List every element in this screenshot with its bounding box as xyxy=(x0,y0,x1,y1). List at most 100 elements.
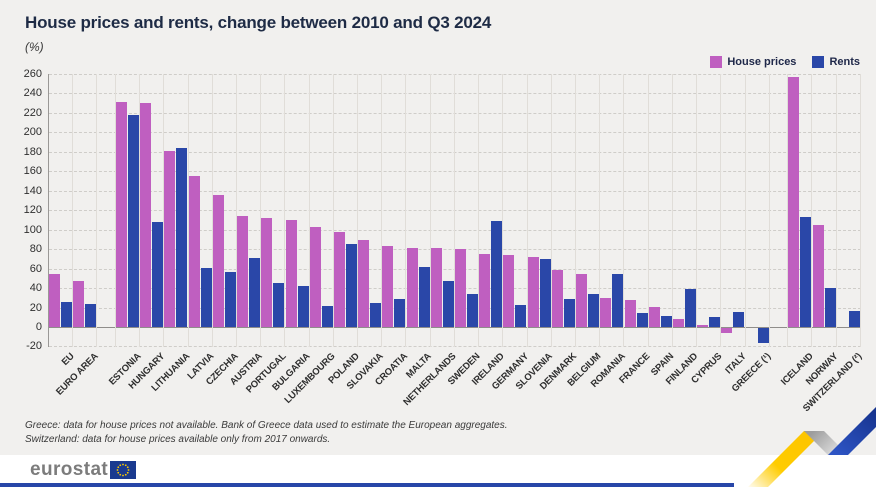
bar-rents xyxy=(848,311,860,327)
eu-flag-icon xyxy=(110,461,137,479)
y-tick-label: 220 xyxy=(23,106,42,119)
bar-rents xyxy=(418,266,430,327)
legend: House prices Rents xyxy=(710,56,860,68)
gridlines xyxy=(49,74,861,348)
bar-group-sweden: SWEDEN xyxy=(446,74,482,387)
bar-group-latvia: LATVIA xyxy=(185,74,216,382)
bar-group-czechia: CZECHIA xyxy=(203,74,240,388)
footnote-greece: Greece: data for house prices not availa… xyxy=(25,420,508,431)
bar-rents xyxy=(345,244,357,327)
bar-house_prices xyxy=(479,254,491,327)
y-tick-label: 100 xyxy=(23,223,42,236)
bar-groups: EU EURO AREA ESTONIA HUNGARY LITHUANIA LATVIA… xyxy=(49,74,864,414)
bar-group-greece: GREECE (¹) xyxy=(730,74,773,394)
gridline xyxy=(49,151,861,153)
bar-rents xyxy=(491,220,503,327)
bar-rents xyxy=(588,293,600,327)
bar-rents xyxy=(515,304,527,327)
bar-house_prices xyxy=(49,274,61,327)
y-tick-label: 240 xyxy=(23,87,42,100)
y-tick-label: 60 xyxy=(29,262,42,275)
bar-rents xyxy=(800,217,812,327)
bar-group-bulgaria: BULGARIA xyxy=(271,74,313,393)
bar-house_prices xyxy=(212,194,224,327)
footer: eurostat xyxy=(0,455,876,487)
bar-group-hungary: HUNGARY xyxy=(127,74,167,392)
bar-house_prices xyxy=(261,218,273,327)
gridline xyxy=(49,346,861,348)
bar-group-slovenia: SLOVENIA xyxy=(514,74,555,392)
bar-rents xyxy=(685,289,696,327)
bar-rents xyxy=(176,147,188,327)
bar-group-france: FRANCE xyxy=(617,74,652,386)
bar-rents xyxy=(249,257,261,327)
y-tick-label: 160 xyxy=(23,165,42,178)
footnotes: Greece: data for house prices not availa… xyxy=(25,419,508,447)
legend-label-rents: Rents xyxy=(829,56,860,68)
bar-rents xyxy=(61,301,73,327)
bar-house_prices xyxy=(503,254,515,327)
chart-unit-label: (%) xyxy=(25,40,44,54)
chart-title: House prices and rents, change between 2… xyxy=(25,13,492,32)
bar-group-romania: ROMANIA xyxy=(589,74,628,390)
bar-rents xyxy=(467,293,479,327)
gridline xyxy=(49,229,861,231)
bar-group-iceland: ICELAND xyxy=(779,74,816,388)
bar-rents xyxy=(127,114,139,327)
bar-group-lithuania: LITHUANIA xyxy=(149,74,192,394)
bar-rents xyxy=(85,303,97,327)
bar-house_prices xyxy=(188,176,200,327)
bar-rents xyxy=(152,221,164,327)
gridline xyxy=(49,268,861,270)
gridline xyxy=(49,190,861,192)
bar-house_prices xyxy=(430,248,442,327)
bar-house_prices xyxy=(237,216,249,327)
bar-house_prices xyxy=(406,248,418,327)
bar-rents xyxy=(757,328,769,343)
bar-group-spain: SPAIN xyxy=(648,74,676,378)
bar-house_prices xyxy=(527,256,539,327)
y-tick-label: 80 xyxy=(29,243,42,256)
bar-rents xyxy=(612,274,624,327)
y-tick-label: 180 xyxy=(23,145,42,158)
bar-rents xyxy=(394,298,406,327)
bar-rents xyxy=(636,313,648,327)
y-tick-label: 0 xyxy=(35,321,42,333)
bar-group-germany: GERMANY xyxy=(490,74,531,392)
gridline xyxy=(49,112,861,114)
gridline xyxy=(49,93,861,95)
bar-group-italy: ITALY xyxy=(721,74,749,376)
plot-area: EU EURO AREA ESTONIA HUNGARY LITHUANIA LATVIA… xyxy=(48,74,864,414)
zigzag-arrow-graphic xyxy=(748,407,876,487)
rents-swatch-icon xyxy=(812,56,825,68)
bar-group-belgium: BELGIUM xyxy=(566,74,603,389)
y-tick-label: 140 xyxy=(23,184,42,197)
x-axis-label: EU xyxy=(59,351,77,368)
bar-rents xyxy=(321,305,333,327)
bar-house_prices xyxy=(382,246,394,327)
bar-group-austria: AUSTRIA xyxy=(228,74,264,388)
bar-group-estonia: ESTONIA xyxy=(107,74,143,388)
gridline xyxy=(49,288,861,290)
bar-rents xyxy=(563,298,575,327)
bar-house_prices xyxy=(333,231,345,327)
bar-house_prices xyxy=(455,249,467,327)
bar-group-portugal: PORTUGAL xyxy=(244,74,289,395)
bar-house_prices xyxy=(309,226,321,327)
bar-rents xyxy=(733,312,745,327)
legend-item-rents: Rents xyxy=(812,56,860,68)
bar-house_prices xyxy=(115,102,127,327)
bar-rents xyxy=(824,288,836,327)
group-spacer xyxy=(97,74,116,347)
bar-rents xyxy=(709,317,721,327)
eurostat-logo: eurostat xyxy=(30,459,137,481)
bar-group-eu: EU xyxy=(49,74,76,368)
bar-rents xyxy=(224,271,236,327)
bar-house_prices xyxy=(576,274,588,327)
gridline xyxy=(49,307,861,309)
y-tick-label: 260 xyxy=(23,68,42,80)
gridline xyxy=(49,171,861,173)
bar-house_prices xyxy=(358,240,370,327)
bar-house_prices xyxy=(812,224,824,327)
